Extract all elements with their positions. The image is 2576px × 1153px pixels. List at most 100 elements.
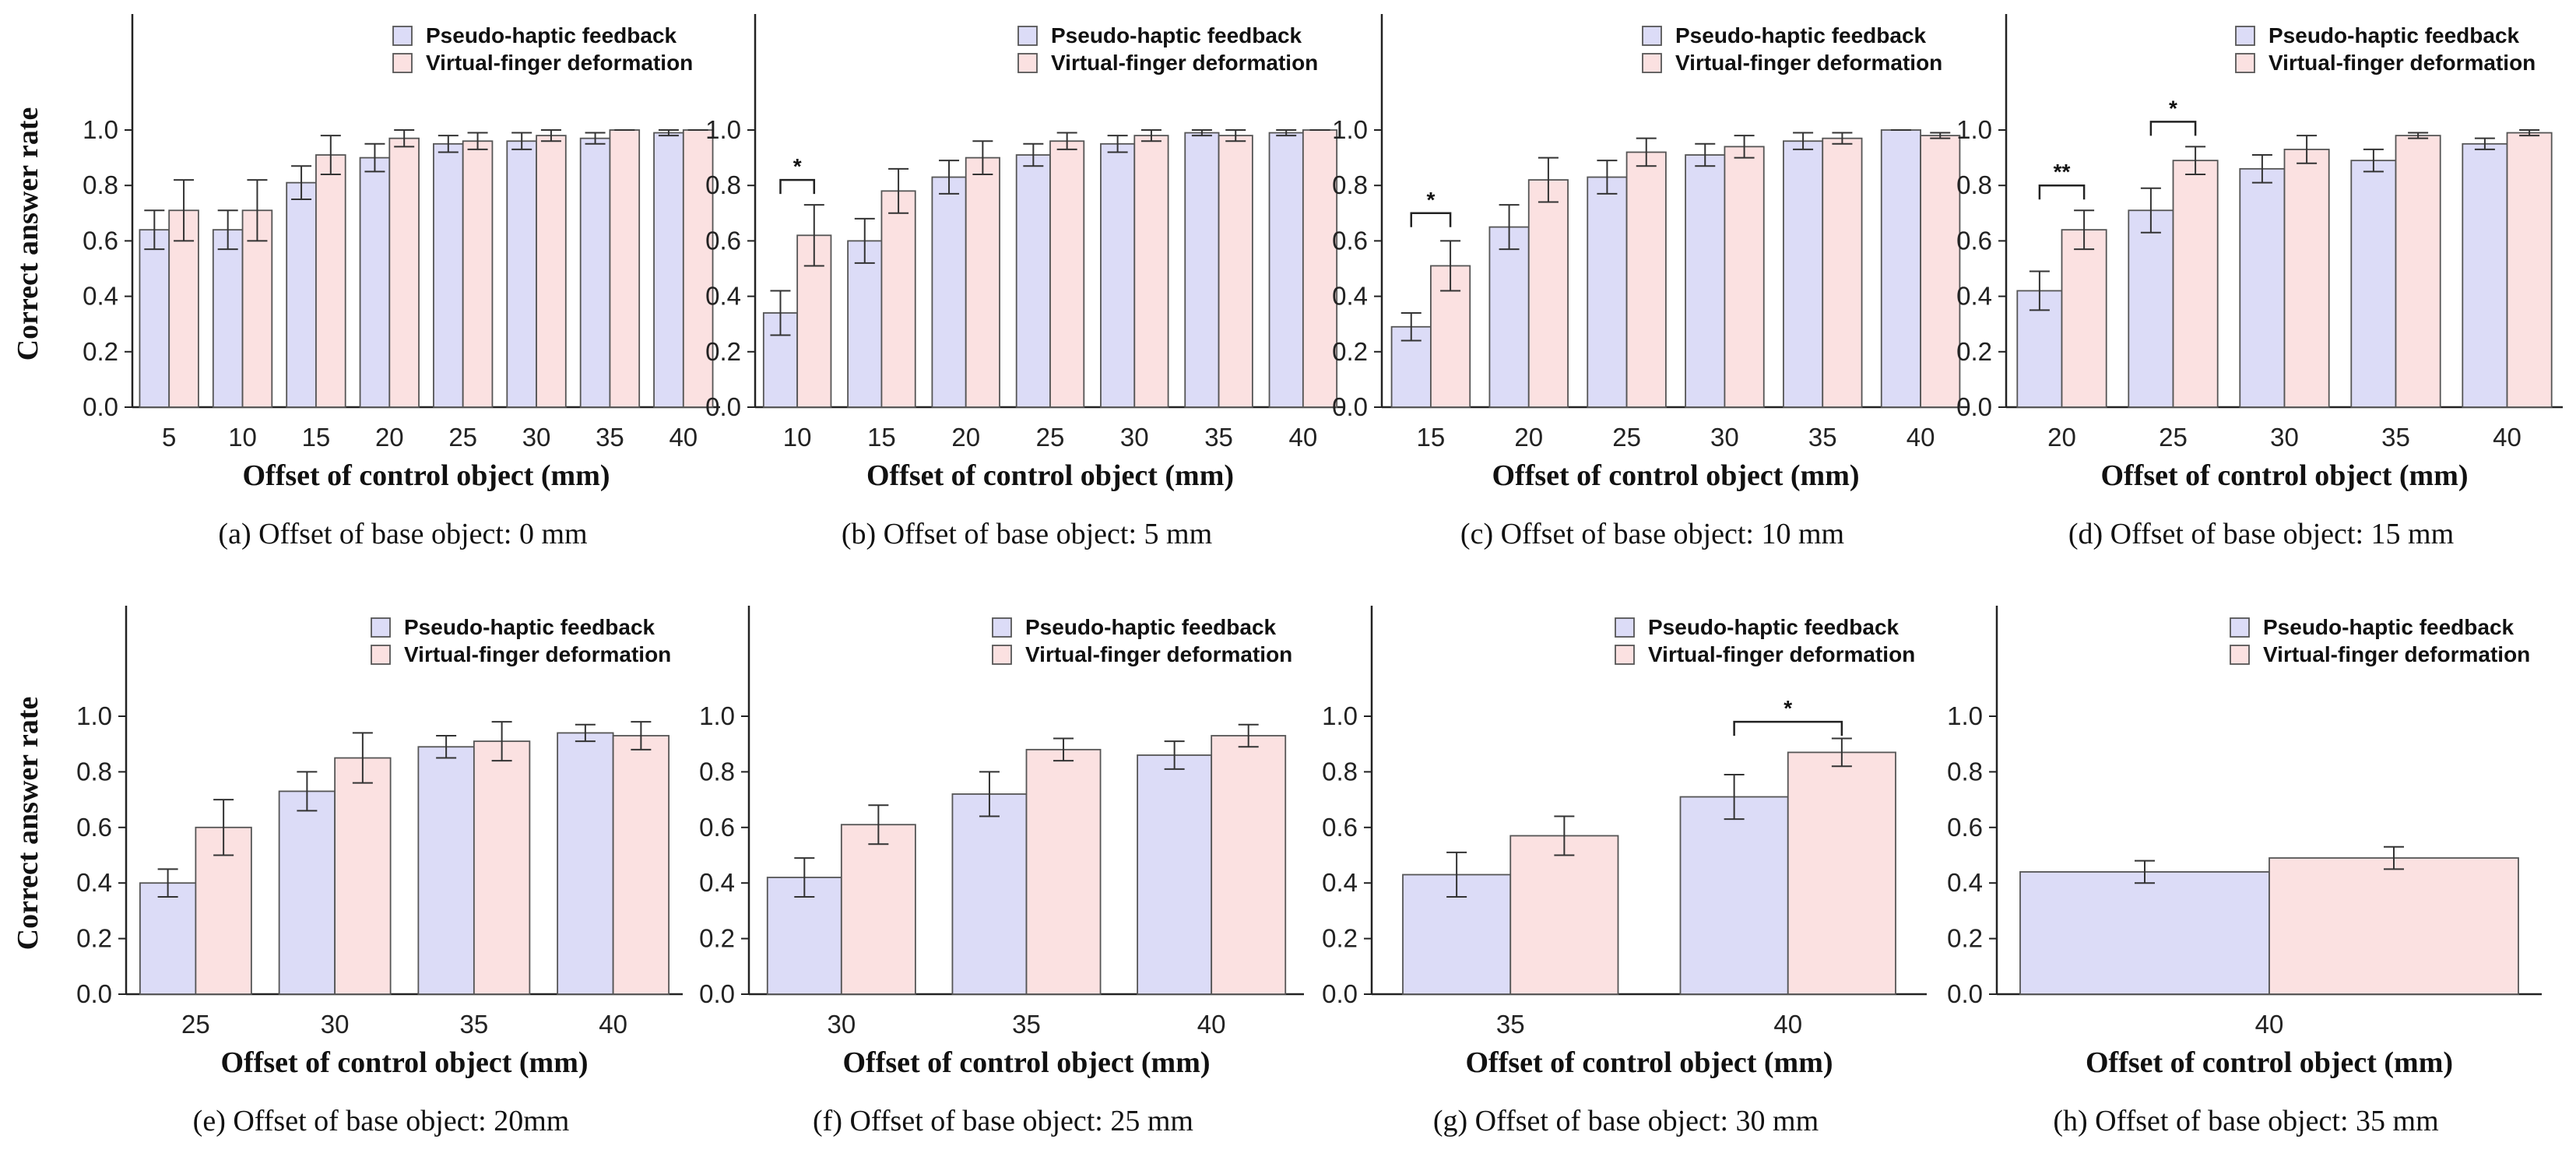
y-tick-label: 0.0 (83, 392, 118, 421)
legend-swatch-virtual-finger (1017, 53, 1038, 73)
bar-virtual-finger (2395, 135, 2441, 408)
x-tick-label: 10 (783, 423, 812, 452)
y-tick-label: 0.0 (1956, 392, 1992, 421)
legend-swatch-virtual-finger (1642, 53, 1662, 73)
bar-virtual-finger (1625, 151, 1667, 408)
chart-panel: 0.0 0.2 0.4 0.6 0.8 1.0 10 15 20 25 30 35 40 * Pseudo-… (705, 14, 1345, 550)
legend-label-pseudo-haptic: Pseudo-haptic feedback (1648, 615, 1899, 639)
bar-pseudo-haptic (1488, 226, 1530, 408)
bar-virtual-finger (1787, 751, 1896, 995)
bar-virtual-finger (1211, 735, 1287, 995)
x-tick-label: 40 (1773, 1010, 1802, 1039)
y-axis-label: Correct answer rate (12, 697, 44, 951)
y-tick-label: 0.0 (1332, 392, 1368, 421)
significance-bracket: * (779, 154, 816, 195)
bar-pseudo-haptic (2462, 142, 2508, 408)
bar-virtual-finger (536, 135, 567, 408)
y-tick-label: 0.0 (1947, 979, 1983, 1008)
bar-pseudo-haptic (417, 746, 475, 995)
legend-swatch-pseudo-haptic (1615, 617, 1635, 638)
y-tick-label: 0.6 (1332, 226, 1368, 255)
significance-bracket: * (2149, 96, 2197, 136)
legend-label-virtual-finger: Virtual-finger deformation (1051, 51, 1318, 75)
bar-pseudo-haptic (139, 882, 197, 995)
panel-caption: (a) Offset of base object: 0 mm (218, 518, 587, 550)
y-tick-label: 0.8 (1947, 757, 1983, 786)
y-tick-label: 0.4 (705, 282, 741, 311)
bar-pseudo-haptic (1268, 132, 1304, 408)
y-tick-label: 0.8 (76, 757, 112, 786)
legend: Pseudo-haptic feedback Virtual-finger def… (392, 23, 693, 75)
legend-swatch-virtual-finger (2230, 645, 2250, 665)
x-axis-label: Offset of control object (mm) (2100, 459, 2468, 492)
x-tick-label: 35 (2381, 423, 2410, 452)
panel-caption: (b) Offset of base object: 5 mm (842, 518, 1212, 550)
legend-swatch-pseudo-haptic (1017, 26, 1038, 46)
bar-virtual-finger (1724, 146, 1765, 408)
significance-label: ** (2054, 160, 2071, 184)
bar-pseudo-haptic (1137, 754, 1213, 995)
bar-pseudo-haptic (951, 793, 1028, 995)
chart-panel: 0.0 0.2 0.4 0.6 0.8 1.0 35 40 * Pseudo-haptic fee… (1322, 606, 1927, 1137)
x-tick-label: 40 (599, 1010, 627, 1039)
significance-label: * (793, 154, 802, 178)
bar-pseudo-haptic (506, 140, 537, 408)
bar-virtual-finger (965, 156, 1000, 408)
x-axis-label: Offset of control object (mm) (1492, 459, 1859, 492)
y-tick-label: 0.6 (76, 813, 112, 842)
legend-label-pseudo-haptic: Pseudo-haptic feedback (1051, 23, 1302, 47)
x-tick-label: 30 (522, 423, 551, 452)
legend-swatch-virtual-finger (1615, 645, 1635, 665)
chart-panel: 0.0 0.2 0.4 0.6 0.8 1.0 40 Pseudo-haptic feedba… (1947, 606, 2542, 1137)
bar-pseudo-haptic (139, 229, 170, 408)
y-tick-label: 1.0 (1332, 115, 1368, 144)
bar-virtual-finger (241, 209, 273, 408)
x-tick-label: 40 (1907, 423, 1935, 452)
bar-virtual-finger (2172, 160, 2219, 408)
bar-virtual-finger (612, 735, 670, 995)
legend-swatch-virtual-finger (2235, 53, 2255, 73)
x-tick-label: 30 (1710, 423, 1739, 452)
bar-virtual-finger (168, 209, 199, 408)
bar-pseudo-haptic (579, 137, 611, 408)
bar-virtual-finger (315, 154, 346, 408)
y-tick-label: 0.4 (1322, 868, 1358, 897)
chart-panel: 0.00.20.40.60.81.020 25 30 35 40***Pseudo-ha… (1956, 14, 2563, 550)
legend: Pseudo-haptic feedback Virtual-finger def… (2235, 23, 2536, 75)
panel-caption: (c) Offset of base object: 10 mm (1460, 518, 1844, 550)
significance-bracket: * (1410, 188, 1452, 227)
x-axis-label: Offset of control object (mm) (1465, 1046, 1833, 1079)
y-tick-label: 0.0 (705, 392, 741, 421)
chart-panel: 0.0 0.2 0.4 0.6 0.8 1.0 15 20 25 30 35 40 * Pseudo-ha… (1332, 14, 1970, 550)
bar-pseudo-haptic (1783, 140, 1824, 408)
x-tick-label: 5 (162, 423, 176, 452)
x-tick-label: 20 (1514, 423, 1543, 452)
x-tick-label: 10 (228, 423, 257, 452)
bracket-line (779, 178, 816, 195)
legend-swatch-pseudo-haptic (1642, 26, 1662, 46)
x-tick-label: 20 (951, 423, 980, 452)
x-tick-label: 25 (1036, 423, 1065, 452)
x-tick-label: 30 (1120, 423, 1149, 452)
bar-pseudo-haptic (931, 176, 967, 408)
y-tick-label: 0.8 (83, 170, 118, 199)
x-tick-label: 30 (321, 1010, 350, 1039)
x-axis-label: Offset of control object (mm) (2086, 1046, 2453, 1079)
bar-pseudo-haptic (2350, 160, 2397, 408)
legend-swatch-pseudo-haptic (2230, 617, 2250, 638)
bar-virtual-finger (840, 824, 916, 995)
y-tick-label: 0.4 (1956, 282, 1992, 311)
significance-bracket: * (1733, 696, 1843, 736)
y-tick-label: 0.2 (83, 337, 118, 366)
x-tick-label: 30 (2270, 423, 2299, 452)
x-tick-label: 25 (181, 1010, 210, 1039)
chart-panel: 0.0 0.2 0.4 0.6 0.8 1.0 Correct answer rate 25 3… (12, 606, 683, 1137)
y-tick-label: 0.2 (705, 337, 741, 366)
legend-label-virtual-finger: Virtual-finger deformation (2268, 51, 2536, 75)
bar-pseudo-haptic (1679, 796, 1789, 995)
y-tick-label: 0.4 (83, 282, 118, 311)
bar-pseudo-haptic (433, 142, 464, 408)
bar-pseudo-haptic (1587, 176, 1628, 408)
y-tick-label: 1.0 (1947, 701, 1983, 730)
